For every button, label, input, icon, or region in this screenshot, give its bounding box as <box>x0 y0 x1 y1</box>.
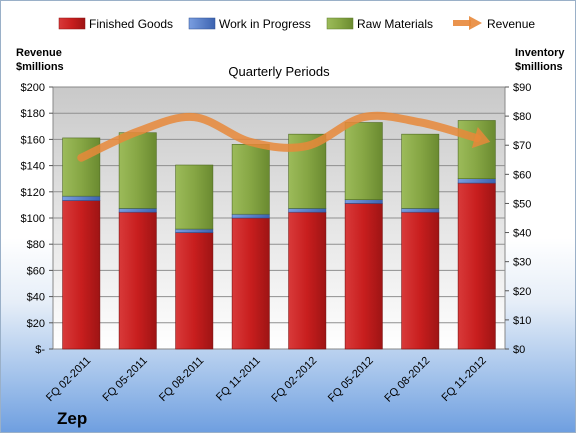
bar-raw-materials <box>231 144 270 215</box>
x-tick-label: FQ 05-2011 <box>100 355 149 404</box>
left-axis-header-line1: Revenue <box>16 47 62 59</box>
bar-work-in-progress <box>457 178 496 184</box>
legend-label-finished-goods: Finished Goods <box>89 17 173 31</box>
legend-label-revenue: Revenue <box>487 17 535 31</box>
x-tick-label: FQ 02-2011 <box>44 355 93 404</box>
bar-finished-goods <box>231 217 270 350</box>
left-tick-label: $180 <box>21 108 45 120</box>
right-tick-label: $30 <box>513 257 531 269</box>
x-tick-label: FQ 08-2012 <box>382 355 432 405</box>
right-tick-label: $70 <box>513 140 531 152</box>
x-tick-label: FQ 11-2011 <box>214 355 263 404</box>
right-tick-label: $10 <box>513 315 531 327</box>
left-tick-label: $140 <box>21 161 45 173</box>
bars <box>62 120 496 350</box>
right-tick-label: $80 <box>513 111 531 123</box>
bar-work-in-progress <box>118 208 157 213</box>
x-tick-label: FQ 02-2012 <box>269 355 319 405</box>
bar-work-in-progress <box>175 228 214 233</box>
bar-finished-goods <box>401 211 440 350</box>
bar-raw-materials <box>118 132 157 209</box>
right-axis-header-line1: Inventory <box>515 47 565 59</box>
bar-work-in-progress <box>62 195 101 201</box>
right-tick-label: $40 <box>513 228 531 240</box>
right-axis: $0 $10 $20 $30 $40 $50 $60 $70 $80 $90 <box>505 82 531 356</box>
left-tick-label: $80 <box>27 239 45 251</box>
legend-item-finished-goods: Finished Goods <box>58 17 173 31</box>
right-tick-label: $20 <box>513 286 531 298</box>
revenue-arrowhead <box>471 126 491 149</box>
x-tick-label: FQ 05-2012 <box>326 355 376 405</box>
bar-raw-materials <box>457 120 496 179</box>
legend: Finished Goods Work in Progress Raw Mate… <box>58 16 535 31</box>
legend-swatch-raw-materials <box>326 17 354 30</box>
bar-raw-materials <box>344 122 383 200</box>
bar-raw-materials <box>401 133 440 209</box>
legend-item-revenue: Revenue <box>453 16 535 31</box>
bar-finished-goods <box>344 203 383 350</box>
left-tick-label: $160 <box>21 134 45 146</box>
bar-finished-goods <box>175 232 214 350</box>
legend-arrowhead-revenue <box>469 16 482 30</box>
bar-work-in-progress <box>231 213 270 219</box>
legend-swatch-work-in-progress <box>188 17 216 30</box>
x-tick-label: FQ 08-2011 <box>157 355 206 404</box>
right-axis-header-line2: $millions <box>515 61 563 73</box>
right-tick-label: $90 <box>513 82 531 94</box>
bar-work-in-progress <box>401 208 440 213</box>
chart-title: Quarterly Periods <box>228 64 330 79</box>
right-tick-label: $60 <box>513 169 531 181</box>
left-tick-label: $100 <box>21 213 45 225</box>
left-axis-header-line2: $millions <box>16 61 64 73</box>
legend-label-work-in-progress: Work in Progress <box>219 17 311 31</box>
legend-item-raw-materials: Raw Materials <box>326 17 433 31</box>
bar-finished-goods <box>118 211 157 350</box>
bar-finished-goods <box>457 182 496 350</box>
legend-swatch-finished-goods <box>58 17 86 30</box>
left-tick-label: $40 <box>27 292 45 304</box>
company-name: Zep <box>57 409 87 428</box>
revenue-line <box>77 111 481 162</box>
bar-work-in-progress <box>288 208 327 213</box>
left-tick-label: $- <box>35 344 45 356</box>
right-tick-label: $50 <box>513 198 531 210</box>
bar-raw-materials <box>62 137 101 197</box>
left-tick-label: $120 <box>21 187 45 199</box>
legend-label-raw-materials: Raw Materials <box>357 17 433 31</box>
bar-raw-materials <box>175 164 214 230</box>
x-tick-label: FQ 11-2012 <box>439 355 488 404</box>
bar-finished-goods <box>62 200 101 350</box>
left-tick-label: $20 <box>27 318 45 330</box>
bar-finished-goods <box>288 211 327 350</box>
left-tick-label: $60 <box>27 265 45 277</box>
left-tick-label: $200 <box>21 82 45 94</box>
revenue-line-group <box>77 111 491 162</box>
legend-item-work-in-progress: Work in Progress <box>188 17 311 31</box>
x-axis: FQ 02-2011 FQ 05-2011 FQ 08-2011 FQ 11-2011… <box>44 355 489 405</box>
bar-work-in-progress <box>344 199 383 204</box>
left-axis: $- $20 $40 $60 $80 $100 $120 $140 $160 $180 $200 <box>21 82 53 356</box>
right-tick-label: $0 <box>513 344 525 356</box>
